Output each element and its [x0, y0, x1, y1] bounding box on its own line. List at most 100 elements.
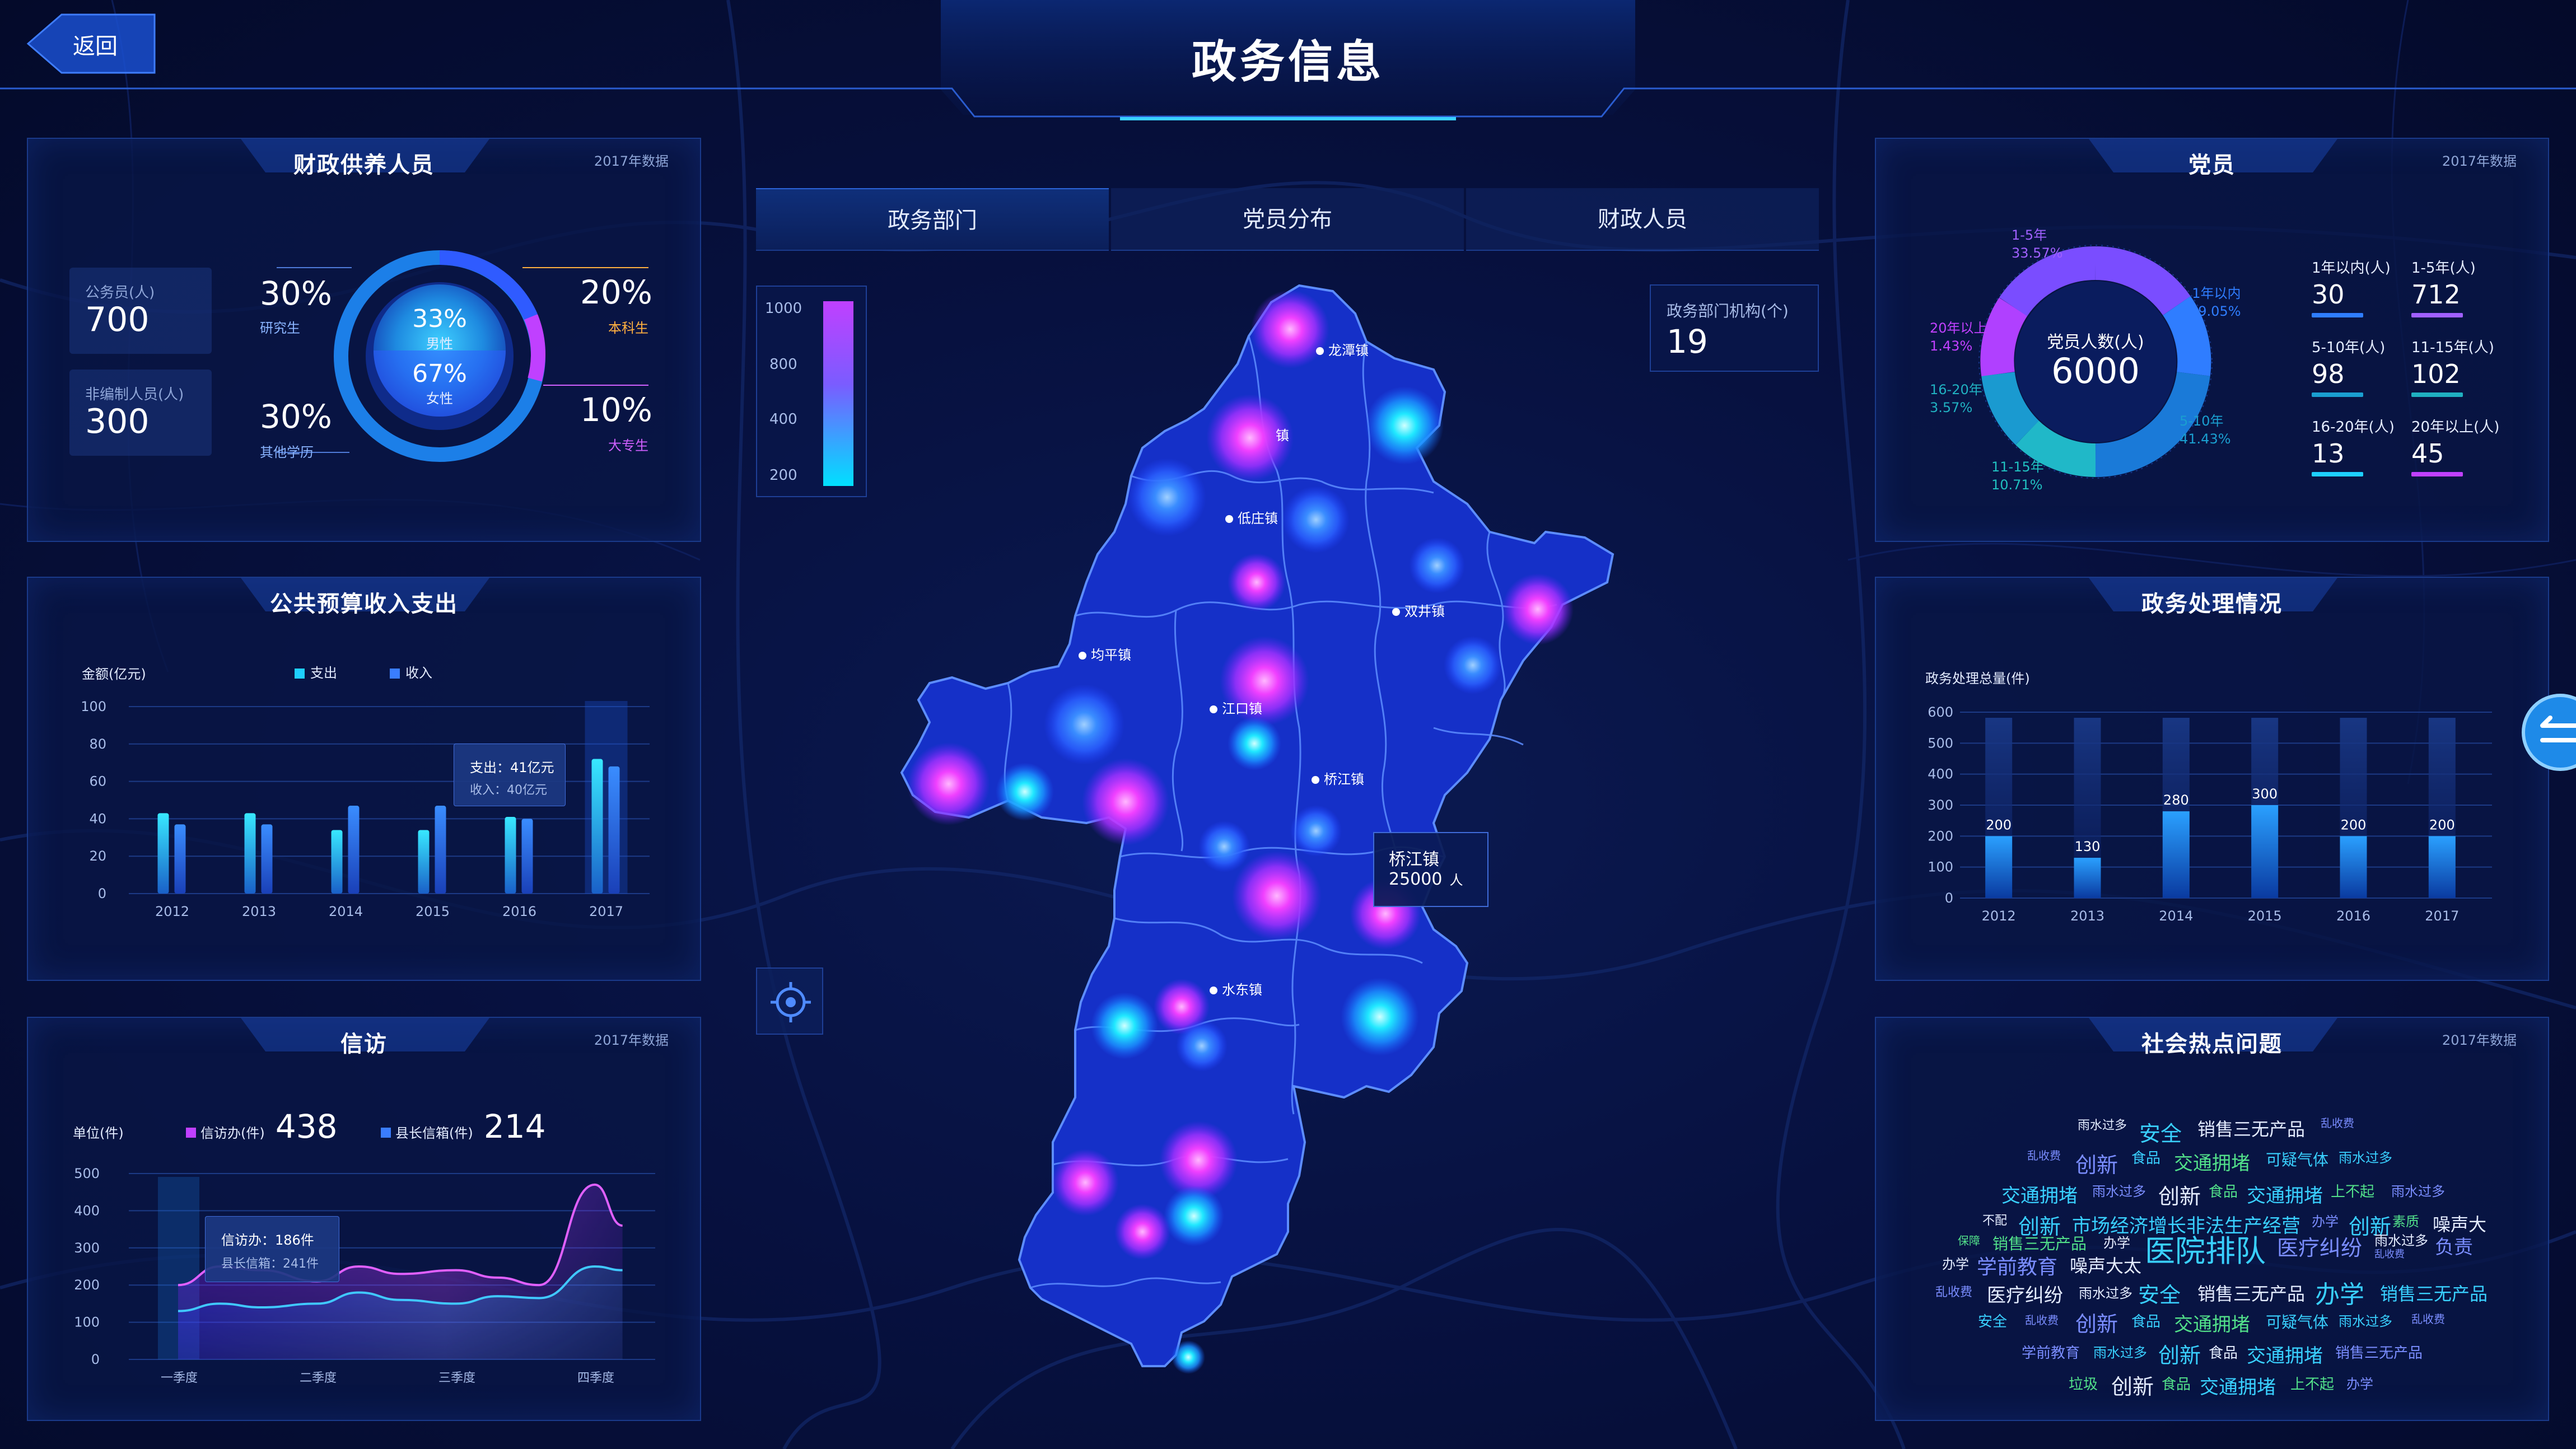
- budget-legend-spend: 支出: [295, 662, 337, 681]
- crosshair-icon: [771, 982, 811, 1022]
- town-dot: [1312, 776, 1319, 784]
- bar-spend: [591, 759, 603, 894]
- panel-head-decoration: [2089, 1018, 2337, 1051]
- edu-pct-other: 30%: [260, 398, 332, 436]
- petition-unit: 单位(件): [73, 1125, 124, 1141]
- legend-gradient-bar: [823, 301, 853, 486]
- bar-income: [261, 824, 273, 894]
- density-glow: [1091, 992, 1158, 1059]
- town-label-junping: 均平镇: [1079, 644, 1131, 663]
- back-arrow-icon: [26, 13, 156, 74]
- ring-label-name: 11-15年: [1991, 459, 2044, 475]
- density-glow: [1228, 717, 1281, 770]
- petition-tooltip: 信访办：186件 县长信箱：241件: [205, 1216, 339, 1282]
- density-glow: [1365, 386, 1444, 465]
- x-tick-label: 2017: [2425, 908, 2459, 924]
- ring-label-pct: 19.05%: [2190, 303, 2241, 319]
- stat-label: 公务员(人): [85, 284, 155, 301]
- legend-swatch: [295, 669, 305, 679]
- edu-pct-college: 10%: [580, 391, 652, 429]
- bar: [1985, 836, 2013, 898]
- density-glow: [1082, 758, 1169, 845]
- area-county-mailbox: [178, 1266, 623, 1359]
- tab-finance-staff[interactable]: 财政人员: [1466, 188, 1819, 251]
- pm-bar: [2312, 313, 2363, 317]
- back-button[interactable]: 返回: [22, 12, 157, 75]
- y-tick-label: 500: [74, 1166, 100, 1181]
- legend-value: 214: [483, 1107, 546, 1146]
- party-stat-11-15: 11-15年(人) 102: [2411, 336, 2540, 397]
- back-label: 返回: [73, 34, 118, 59]
- locate-button[interactable]: [756, 967, 823, 1035]
- tooltip-line1: 信访办：186件: [221, 1232, 314, 1248]
- y-tick-label: 400: [74, 1203, 100, 1218]
- town-name: 双井镇: [1404, 604, 1445, 619]
- legend-label: 支出: [310, 665, 337, 681]
- bar-spend: [505, 817, 516, 894]
- tab-party-distribution[interactable]: 党员分布: [1111, 188, 1464, 251]
- petition-legend-office: 信访办(件) 438: [186, 1107, 338, 1146]
- density-glow: [1341, 978, 1419, 1056]
- pm-label: 20年以上(人): [2411, 419, 2500, 436]
- affairs-chart: 0 100 200 300 400 500 600 200 2012 130 2013 280 2014…: [1928, 704, 2492, 924]
- y-tick-label: 0: [98, 886, 106, 901]
- pm-value: 712: [2411, 279, 2461, 310]
- ring-label-20plus: 20年以上 1.43%: [1930, 319, 1987, 355]
- x-tick-label: 2013: [2070, 908, 2104, 924]
- legend-tick: 400: [769, 411, 797, 428]
- pm-label: 1年以内(人): [2312, 260, 2391, 277]
- edu-pct-graduate: 30%: [260, 274, 332, 312]
- density-glow: [1206, 394, 1294, 482]
- party-stat-1y: 1年以内(人) 30: [2312, 256, 2440, 317]
- town-name: 龙潭镇: [1328, 343, 1369, 358]
- legend-label: 收入: [405, 665, 432, 681]
- density-glow: [1282, 486, 1350, 553]
- edu-label-college: 大专生: [608, 438, 648, 454]
- side-toggle-button[interactable]: [2520, 692, 2576, 773]
- tooltip-value: 25000: [1389, 870, 1443, 889]
- density-glow: [907, 742, 990, 825]
- y-tick-label: 100: [74, 1315, 100, 1330]
- edu-label-bachelor: 本科生: [608, 320, 648, 336]
- gender-ring: [277, 250, 648, 462]
- bar-income: [348, 806, 360, 894]
- bar: [2340, 836, 2367, 898]
- budget-ylabel: 金额(亿元): [82, 666, 146, 682]
- female-pct: 67%: [412, 359, 467, 388]
- x-tick-label: 2014: [329, 904, 363, 919]
- pm-bar: [2411, 313, 2463, 317]
- swap-arrows-icon: [2522, 694, 2576, 771]
- legend-swatch: [381, 1128, 391, 1138]
- density-glow: [1159, 1121, 1238, 1199]
- ring-label-pct: 10.71%: [1991, 477, 2043, 493]
- party-panel: 党员 2017年数据 党员人数(人) 6000 1-5年 33.57% 1年以内 1…: [1875, 138, 2549, 542]
- party-center-value: 6000: [2051, 350, 2140, 391]
- pm-bar: [2312, 472, 2363, 476]
- affairs-ylabel: 政务处理总量(件): [1925, 671, 2030, 686]
- ring-label-name: 1年以内: [2192, 286, 2241, 301]
- town-dot: [1210, 705, 1217, 713]
- legend-tick: 1000: [765, 300, 802, 317]
- town-label-longtan: 龙潭镇: [1316, 339, 1369, 359]
- y-tick-label: 60: [89, 774, 106, 789]
- x-tick-label: 二季度: [300, 1371, 337, 1385]
- area-county-mailbox-line: [178, 1265, 623, 1312]
- party-stat-1-5: 1-5年(人) 712: [2411, 256, 2540, 317]
- party-stat-5-10: 5-10年(人) 98: [2312, 336, 2440, 397]
- pm-label: 11-15年(人): [2411, 339, 2494, 356]
- stat-value: 700: [85, 300, 150, 339]
- bar-spend: [331, 830, 343, 894]
- dept-count-value: 19: [1667, 322, 1708, 361]
- budget-legend-income: 收入: [390, 662, 432, 681]
- budget-tooltip: 支出：41亿元 收入：40亿元: [454, 744, 566, 806]
- density-glow: [1052, 1149, 1119, 1216]
- density-glow: [1290, 805, 1342, 857]
- town-name: 低庄镇: [1238, 511, 1278, 526]
- tab-departments[interactable]: 政务部门: [756, 188, 1109, 251]
- ring-label-pct: 41.43%: [2180, 431, 2231, 447]
- legend-label: 信访办(件): [200, 1125, 265, 1141]
- finance-title: 财政供养人员: [293, 152, 435, 178]
- dept-count-box: 政务部门机构(个) 19: [1650, 284, 1819, 372]
- y-tick-label: 100: [81, 699, 106, 714]
- budget-panel: 公共预算收入支出 金额(亿元) 支出 收入 0 20 40 60 80 100 2012 20…: [27, 577, 701, 981]
